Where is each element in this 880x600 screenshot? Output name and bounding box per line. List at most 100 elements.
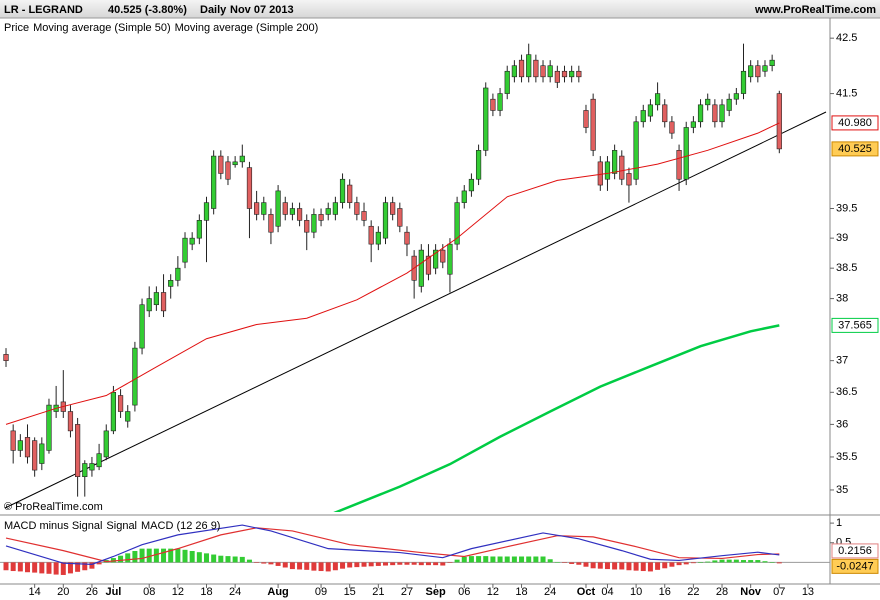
histogram-bar: [53, 562, 59, 575]
candle-body: [232, 161, 238, 166]
histogram-bar: [490, 556, 496, 563]
header-bar: [0, 0, 880, 18]
histogram-bar: [375, 562, 381, 566]
candle-body: [554, 70, 560, 83]
histogram-bar: [461, 556, 467, 563]
candle-body: [239, 155, 245, 163]
y-tick-label: 35.5: [836, 451, 857, 463]
histogram-bar: [347, 562, 353, 568]
candle-body: [311, 214, 317, 233]
candle-body: [354, 202, 360, 215]
histogram-bar: [619, 562, 625, 570]
histogram-bar: [676, 562, 682, 566]
histogram-bar: [96, 562, 102, 565]
x-tick-label: 06: [458, 586, 470, 598]
histogram-bar: [440, 562, 446, 566]
histogram-bar: [519, 556, 525, 563]
x-tick-label: 18: [200, 586, 212, 598]
price-panel: [3, 43, 827, 512]
histogram-bar: [404, 562, 410, 565]
x-tick-label: 08: [143, 586, 155, 598]
legend-entry: Moving average (Simple 200): [175, 22, 319, 34]
x-tick-label: 24: [229, 586, 241, 598]
candle-body: [676, 150, 682, 180]
histogram-bar: [132, 551, 138, 563]
x-tick-label: 24: [544, 586, 556, 598]
period: Daily: [200, 4, 227, 16]
x-tick-label: 22: [687, 586, 699, 598]
histogram-bar: [511, 556, 517, 563]
value-box: [831, 115, 879, 131]
histogram-bar: [397, 562, 403, 565]
candle-body: [46, 404, 52, 451]
value-box-label: -0.0247: [836, 560, 873, 572]
histogram-bar: [590, 562, 596, 569]
histogram-bar: [289, 562, 295, 570]
histogram-bar: [268, 562, 274, 565]
candle-body: [275, 190, 281, 227]
histogram-bar: [690, 562, 696, 564]
x-tick-label: 27: [401, 586, 413, 598]
histogram-bar: [733, 559, 739, 563]
histogram-bar: [354, 562, 360, 568]
histogram-bar: [562, 562, 568, 563]
histogram-bar: [476, 556, 482, 563]
candle-body: [318, 214, 324, 221]
candle-body: [604, 161, 611, 180]
y-tick-label: 39.5: [836, 202, 857, 214]
candle-body: [490, 98, 496, 111]
quote: 40.525 (-3.80%): [108, 4, 187, 16]
legend-entry: Price: [4, 22, 29, 34]
candle-body: [125, 411, 131, 422]
histogram-bar: [39, 562, 45, 574]
histogram-bar: [547, 559, 553, 563]
candle-body: [769, 59, 775, 67]
candle-body: [325, 208, 331, 215]
histogram-bar: [769, 562, 775, 563]
x-tick-label: Aug: [267, 586, 288, 598]
histogram-bar: [447, 562, 453, 563]
histogram-bar: [75, 562, 81, 572]
candle-body: [576, 70, 582, 78]
candle-body: [75, 424, 81, 477]
candle-body: [404, 231, 410, 245]
candle-body: [160, 292, 167, 312]
candle-body: [261, 202, 267, 215]
candle-body: [590, 98, 596, 151]
histogram-bar: [275, 562, 281, 566]
histogram-bar: [662, 562, 668, 569]
candle-body: [397, 208, 403, 227]
line-series: [5, 524, 780, 565]
x-tick-label: 07: [773, 586, 785, 598]
x-tick-label: 16: [659, 586, 671, 598]
candle-body: [382, 202, 389, 239]
candle-body: [96, 453, 102, 468]
x-tick-label: 12: [487, 586, 499, 598]
histogram-bar: [203, 553, 209, 563]
candle-body: [203, 202, 210, 221]
value-box-label: 37.565: [838, 319, 872, 331]
trend-line: [4, 111, 827, 509]
candle-body: [211, 155, 217, 209]
axes: 42.5 41.5 39.5 39 38.5 38 37 36.5 36 35.5 35 Price M…: [4, 22, 879, 598]
candle-body: [483, 87, 489, 151]
candle-body: [776, 93, 782, 150]
x-tick-label: 28: [716, 586, 728, 598]
candle-body: [196, 220, 202, 239]
histogram-bar: [468, 556, 474, 563]
line-series: [5, 527, 780, 563]
histogram-bar: [246, 559, 252, 563]
histogram-bar: [60, 562, 66, 575]
candle-body: [540, 65, 546, 78]
candle-body: [268, 214, 274, 233]
histogram-bar: [741, 560, 747, 563]
candle-body: [740, 70, 747, 94]
candle-body: [662, 104, 668, 123]
legend-entry: Moving average (Simple 50): [33, 22, 171, 34]
histogram-bar: [125, 553, 131, 563]
candle-body: [132, 347, 138, 406]
candle-body: [583, 110, 589, 128]
candle-body: [712, 104, 718, 123]
candle-body: [139, 304, 145, 349]
candle-body: [518, 59, 525, 78]
